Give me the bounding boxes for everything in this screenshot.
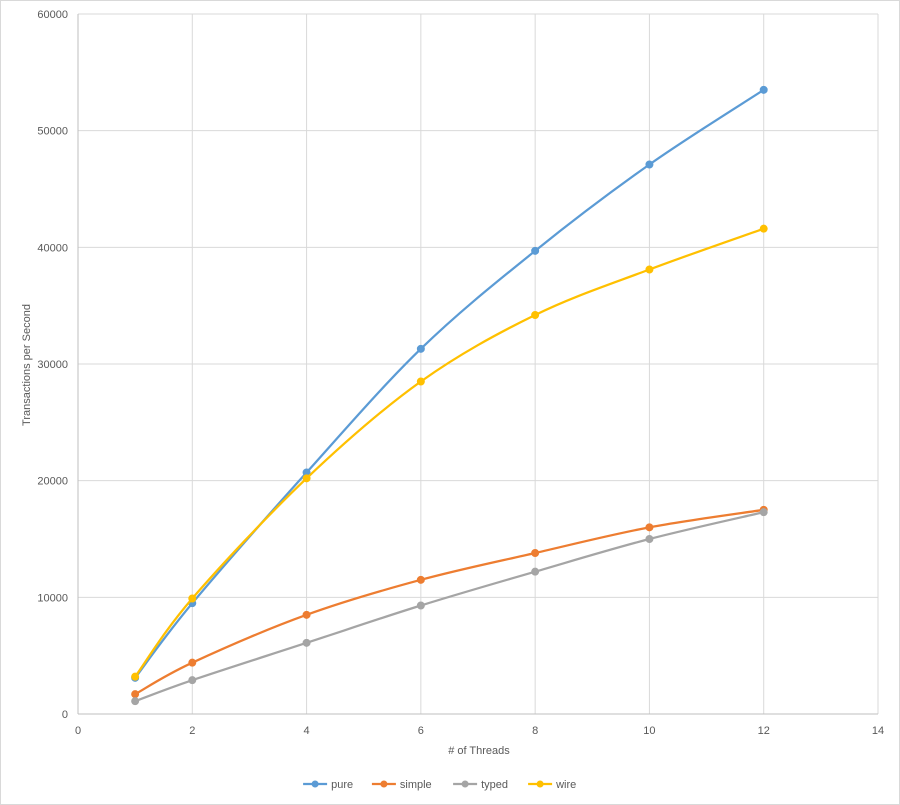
- data-point-typed: [416, 601, 425, 610]
- data-point-wire: [645, 265, 654, 274]
- series-wire: [131, 224, 768, 681]
- legend-label: simple: [400, 779, 432, 791]
- legend-item-simple: simple: [371, 779, 432, 791]
- y-tick-label: 30000: [37, 359, 68, 371]
- data-point-typed: [131, 697, 140, 706]
- axes: [77, 14, 878, 715]
- data-point-wire: [759, 224, 768, 233]
- x-tick-label: 14: [872, 725, 884, 737]
- legend-label: wire: [555, 779, 576, 791]
- data-point-simple: [416, 575, 425, 584]
- tick-labels: 0 10000 20000 30000 40000 50000 60000 0 2 4 6 8 10 12…: [37, 9, 884, 737]
- x-tick-label: 4: [304, 725, 310, 737]
- data-point-pure: [416, 344, 425, 353]
- gridlines: [78, 13, 879, 714]
- data-point-simple: [645, 523, 654, 532]
- series-typed: [131, 508, 768, 706]
- legend-marker: [461, 780, 469, 788]
- data-point-wire: [188, 594, 197, 603]
- x-tick-label: 10: [643, 725, 655, 737]
- data-point-simple: [302, 610, 311, 619]
- x-tick-label: 0: [75, 725, 81, 737]
- series-line-typed: [134, 511, 765, 703]
- y-tick-label: 10000: [37, 592, 68, 604]
- data-point-wire: [131, 672, 140, 681]
- x-tick-label: 2: [189, 725, 195, 737]
- y-tick-label: 40000: [37, 242, 68, 254]
- y-tick-label: 20000: [37, 476, 68, 488]
- data-point-pure: [645, 160, 654, 169]
- data-point-typed: [645, 535, 654, 543]
- data-point-typed: [302, 638, 311, 647]
- data-point-typed: [188, 676, 197, 685]
- series-lines: [131, 85, 768, 706]
- legend-marker: [536, 780, 544, 788]
- y-tick-label: 60000: [37, 9, 68, 21]
- data-point-pure: [531, 246, 540, 255]
- legend-label: pure: [331, 779, 353, 791]
- y-axis-title: Transactions per Second: [21, 304, 33, 426]
- legend-item-wire: wire: [528, 779, 576, 791]
- series-line-wire: [134, 227, 765, 678]
- x-tick-label: 8: [532, 725, 538, 737]
- series-line-pure: [134, 88, 765, 679]
- data-point-wire: [416, 377, 425, 386]
- data-point-wire: [302, 474, 311, 483]
- data-point-typed: [759, 508, 768, 517]
- legend-item-pure: pure: [303, 779, 353, 791]
- series-pure: [131, 85, 768, 682]
- x-axis-title: # of Threads: [448, 745, 510, 757]
- data-point-pure: [759, 85, 768, 94]
- legend-item-typed: typed: [453, 779, 508, 791]
- data-point-simple: [531, 549, 540, 557]
- data-point-simple: [188, 658, 197, 667]
- data-point-wire: [531, 311, 540, 319]
- y-tick-label: 50000: [37, 126, 68, 138]
- x-tick-label: 12: [758, 725, 770, 737]
- data-point-simple: [131, 690, 140, 699]
- legend-marker: [311, 780, 319, 788]
- x-tick-label: 6: [418, 725, 424, 737]
- legend: pure simple typed wire: [303, 779, 576, 791]
- series-line-simple: [134, 508, 765, 696]
- legend-label: typed: [481, 779, 508, 791]
- legend-marker: [380, 780, 388, 788]
- data-point-typed: [531, 567, 540, 576]
- y-tick-label: 0: [62, 709, 68, 721]
- series-simple: [131, 505, 768, 699]
